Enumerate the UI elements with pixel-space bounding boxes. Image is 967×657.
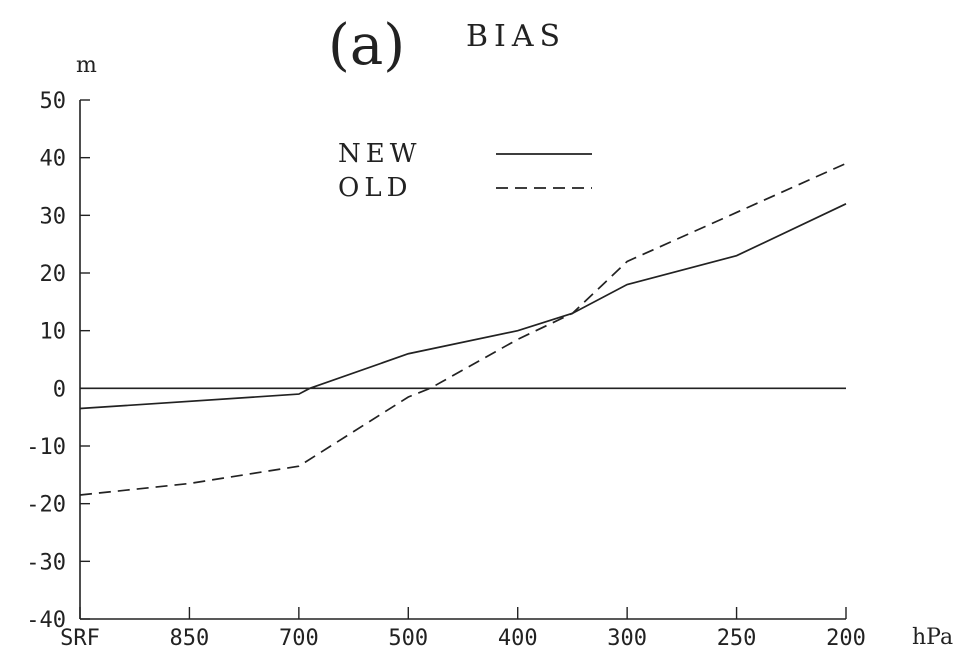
y-axis-unit: m bbox=[76, 53, 97, 78]
panel-label: (a) bbox=[328, 13, 405, 78]
x-tick-label: SRF bbox=[60, 626, 100, 651]
x-tick-label: 300 bbox=[607, 626, 647, 651]
x-tick-label: 500 bbox=[388, 626, 428, 651]
y-tick-label: -20 bbox=[26, 493, 66, 518]
x-tick-label: 250 bbox=[717, 626, 757, 651]
x-tick-label: 700 bbox=[279, 626, 319, 651]
y-tick-label: 0 bbox=[53, 377, 66, 402]
chart-title: (a) BIAS bbox=[328, 13, 566, 78]
x-tick-label: 200 bbox=[826, 626, 866, 651]
series-layer bbox=[79, 162, 847, 496]
series-line-old bbox=[79, 162, 847, 496]
series-line-new bbox=[79, 203, 847, 410]
y-tick-label: 30 bbox=[40, 204, 67, 229]
y-tick-label: 10 bbox=[40, 320, 67, 345]
legend-item-old: OLD bbox=[338, 173, 592, 203]
axes bbox=[79, 100, 846, 620]
legend-item-new: NEW bbox=[338, 139, 592, 169]
legend: NEW OLD bbox=[338, 139, 592, 203]
y-tick-label: -30 bbox=[26, 550, 66, 575]
title-text: BIAS bbox=[466, 19, 566, 54]
y-tick-label: -10 bbox=[26, 435, 66, 460]
x-tick-label: 850 bbox=[170, 626, 210, 651]
y-tick-label: 40 bbox=[40, 147, 67, 172]
y-tick-label: 20 bbox=[40, 262, 67, 287]
x-tick-label: 400 bbox=[498, 626, 538, 651]
legend-label: OLD bbox=[338, 173, 412, 203]
legend-label: NEW bbox=[338, 139, 421, 169]
y-tick-label: -40 bbox=[26, 608, 66, 633]
x-axis-unit: hPa bbox=[912, 625, 953, 650]
y-tick-label: 50 bbox=[40, 89, 67, 114]
